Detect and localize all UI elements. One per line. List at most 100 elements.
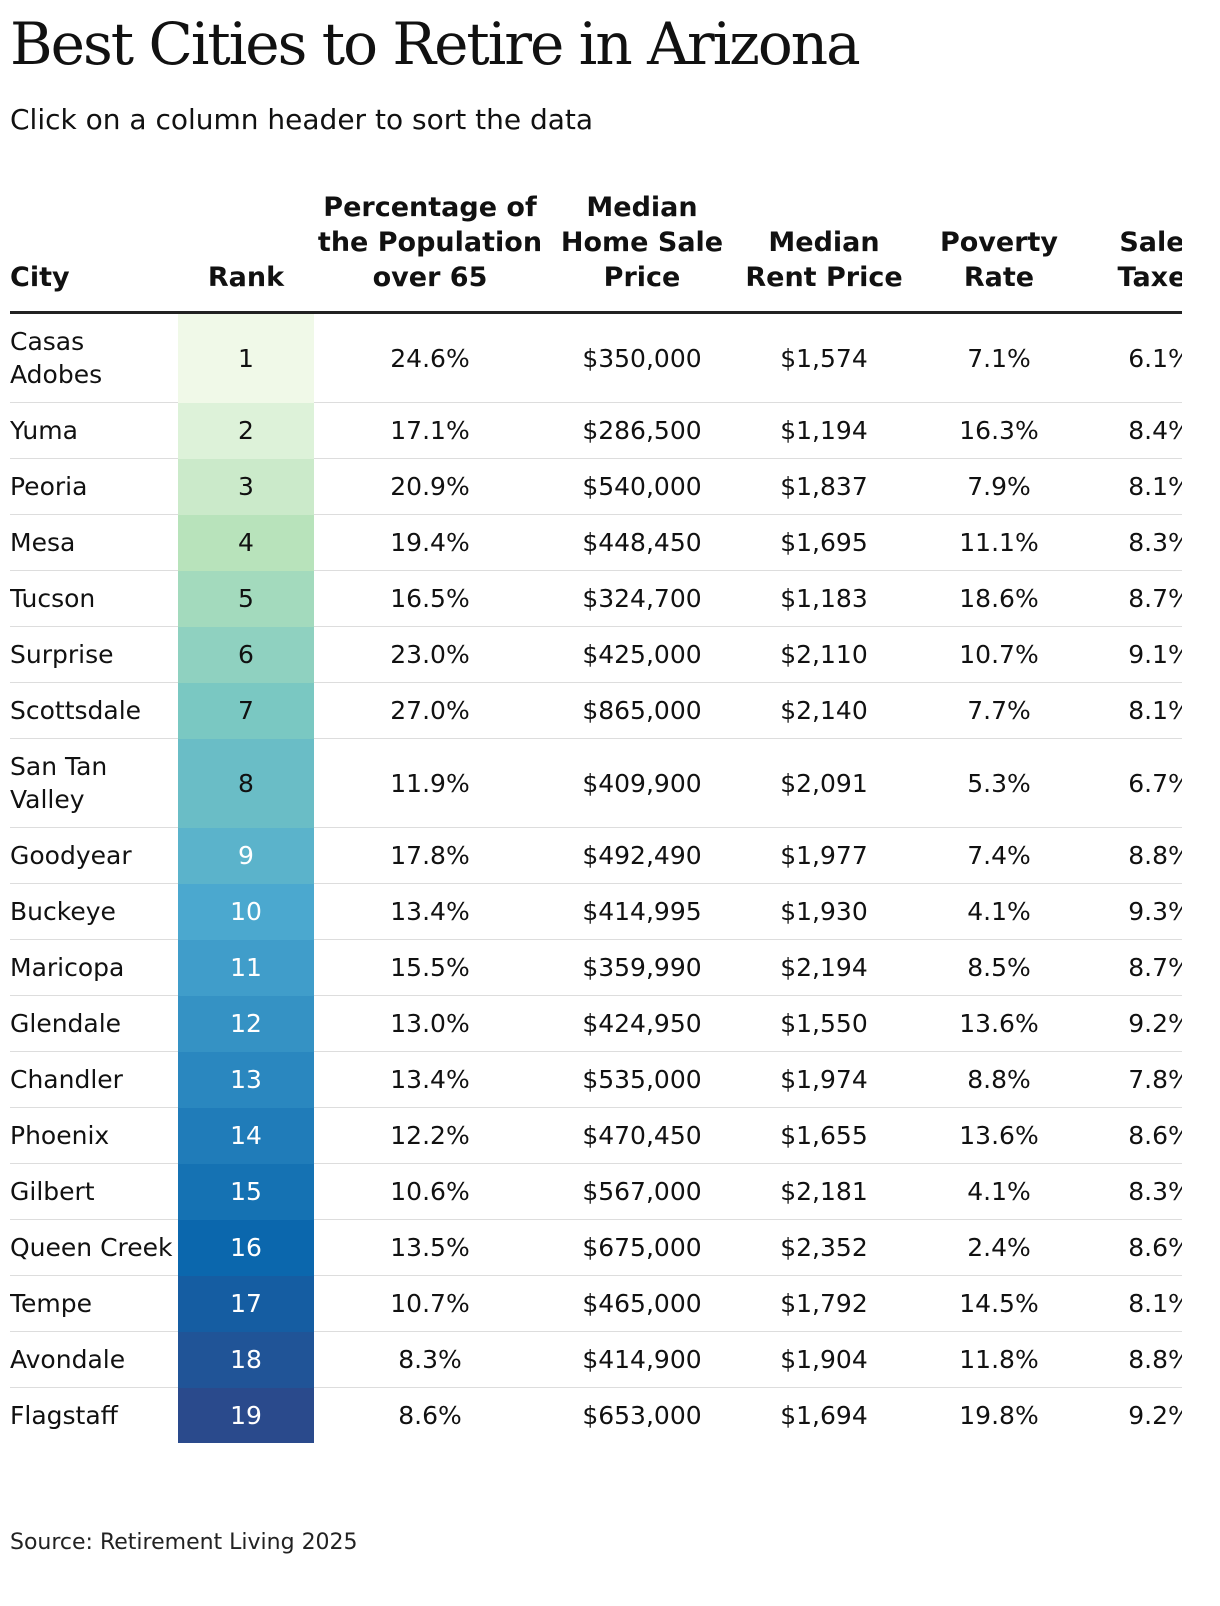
data-cell: 8.7%	[1088, 939, 1182, 996]
data-cell: 7.8%	[1088, 1051, 1182, 1108]
data-cell: 7.7%	[910, 682, 1088, 739]
data-cell: 8.5%	[910, 939, 1088, 996]
data-cell: $1,574	[738, 312, 910, 403]
city-cell: Phoenix	[10, 1107, 178, 1164]
data-cell: 16.3%	[910, 402, 1088, 459]
data-cell: 8.6%	[1088, 1107, 1182, 1164]
data-cell: $414,995	[546, 883, 738, 940]
data-cell: 9.2%	[1128, 1401, 1182, 1430]
rank-cell: 12	[178, 995, 314, 1052]
rank-cell: 3	[178, 458, 314, 515]
data-cell: 12.2%	[314, 1107, 546, 1164]
column-header[interactable]: City	[10, 190, 178, 314]
data-cell: $1,930	[738, 883, 910, 940]
data-cell: $1,183	[738, 570, 910, 627]
header-row: City Rank Percentage of the Population ove…	[10, 190, 1182, 314]
data-cell: 9.1%	[1088, 626, 1182, 683]
data-cell: 10.7%	[910, 626, 1088, 683]
data-cell: 5.3%	[910, 738, 1088, 828]
data-cell: 17.8%	[314, 827, 546, 884]
rank-cell: 14	[178, 1107, 314, 1164]
rank-cell: 4	[178, 514, 314, 571]
source: Source: Retirement Living 2025	[10, 1530, 358, 1555]
data-cell: 8.1%	[1088, 458, 1182, 515]
data-cell: $1,977	[738, 827, 910, 884]
city-cell: Queen Creek	[10, 1219, 178, 1276]
rank-cell: 11	[178, 939, 314, 996]
data-cell: $492,490	[546, 827, 738, 884]
table-row: San Tan Valley 8 11.9% $409,900 $2,091 5.3% 6.…	[10, 738, 1182, 828]
rank-cell: 9	[178, 827, 314, 884]
data-cell: $424,950	[546, 995, 738, 1052]
data-cell: 2.4%	[910, 1219, 1088, 1276]
column-header[interactable]: Median Home Sale Price	[546, 190, 738, 314]
rank-cell: 16	[178, 1219, 314, 1276]
column-header[interactable]: Sales Taxes	[1088, 190, 1182, 314]
data-cell: 8.7%	[1088, 570, 1182, 627]
data-cell: 8.8%	[1088, 1331, 1182, 1388]
data-cell: $2,091	[738, 738, 910, 828]
city-cell: Maricopa	[10, 939, 178, 996]
rank-cell: 8	[178, 738, 314, 828]
rank-cell: 17	[178, 1275, 314, 1332]
column-header[interactable]: Poverty Rate	[910, 190, 1088, 314]
data-cell: $567,000	[546, 1163, 738, 1220]
table-body: Casas Adobes124.6%$350,000$1,5747.1%6.1%…	[10, 312, 1182, 1443]
column-header[interactable]: Median Rent Price	[738, 190, 910, 314]
data-cell: 13.4%	[314, 883, 546, 940]
data-cell: $286,500	[546, 402, 738, 459]
data-cell: 8.8%	[1088, 827, 1182, 884]
data-cell: 11.8%	[910, 1331, 1088, 1388]
data-cell: 9.3%	[1088, 883, 1182, 940]
data-cell: $414,900	[546, 1331, 738, 1388]
data-cell: 8.1%	[1088, 682, 1182, 739]
data-cell: $535,000	[546, 1051, 738, 1108]
city-cell: Chandler	[10, 1051, 178, 1108]
data-cell: $2,140	[738, 682, 910, 739]
data-cell: $2,194	[738, 939, 910, 996]
city-cell: Peoria	[10, 458, 178, 515]
city-cell: Casas Adobes	[10, 312, 178, 403]
data-cell: 19.4%	[314, 514, 546, 571]
data-cell: $675,000	[546, 1219, 738, 1276]
data-cell: $1,694	[780, 1401, 868, 1430]
rank-cell: 6	[178, 626, 314, 683]
city-cell: Mesa	[10, 514, 178, 571]
table-container: City Rank Percentage of the Population ove…	[10, 190, 1182, 1443]
column-header[interactable]: Rank	[178, 190, 314, 314]
data-cell: 17.1%	[314, 402, 546, 459]
data-cell: $350,000	[546, 312, 738, 403]
column-header[interactable]: Percentage of the Population over 65	[314, 190, 546, 314]
rank-cell: 1	[178, 312, 314, 403]
title: Best Cities to Retire in Arizona	[10, 10, 861, 78]
data-cell: 8.3%	[1088, 514, 1182, 571]
data-cell: 7.4%	[910, 827, 1088, 884]
data-table: City Rank Percentage of the Population ove…	[10, 190, 1182, 1443]
city-cell: Scottsdale	[10, 682, 178, 739]
data-cell: $470,450	[546, 1107, 738, 1164]
data-cell: 10.6%	[314, 1163, 546, 1220]
rank-cell: 15	[178, 1163, 314, 1220]
rank-cell: 13	[178, 1051, 314, 1108]
data-cell: 8.8%	[910, 1051, 1088, 1108]
data-cell: 13.4%	[314, 1051, 546, 1108]
city-cell: Avondale	[10, 1331, 178, 1388]
data-cell: 19.8%	[959, 1401, 1039, 1430]
data-cell: $1,550	[738, 995, 910, 1052]
data-cell: 6.7%	[1088, 738, 1182, 828]
data-cell: $2,110	[738, 626, 910, 683]
data-cell: $1,655	[738, 1107, 910, 1164]
data-cell: $359,990	[546, 939, 738, 996]
